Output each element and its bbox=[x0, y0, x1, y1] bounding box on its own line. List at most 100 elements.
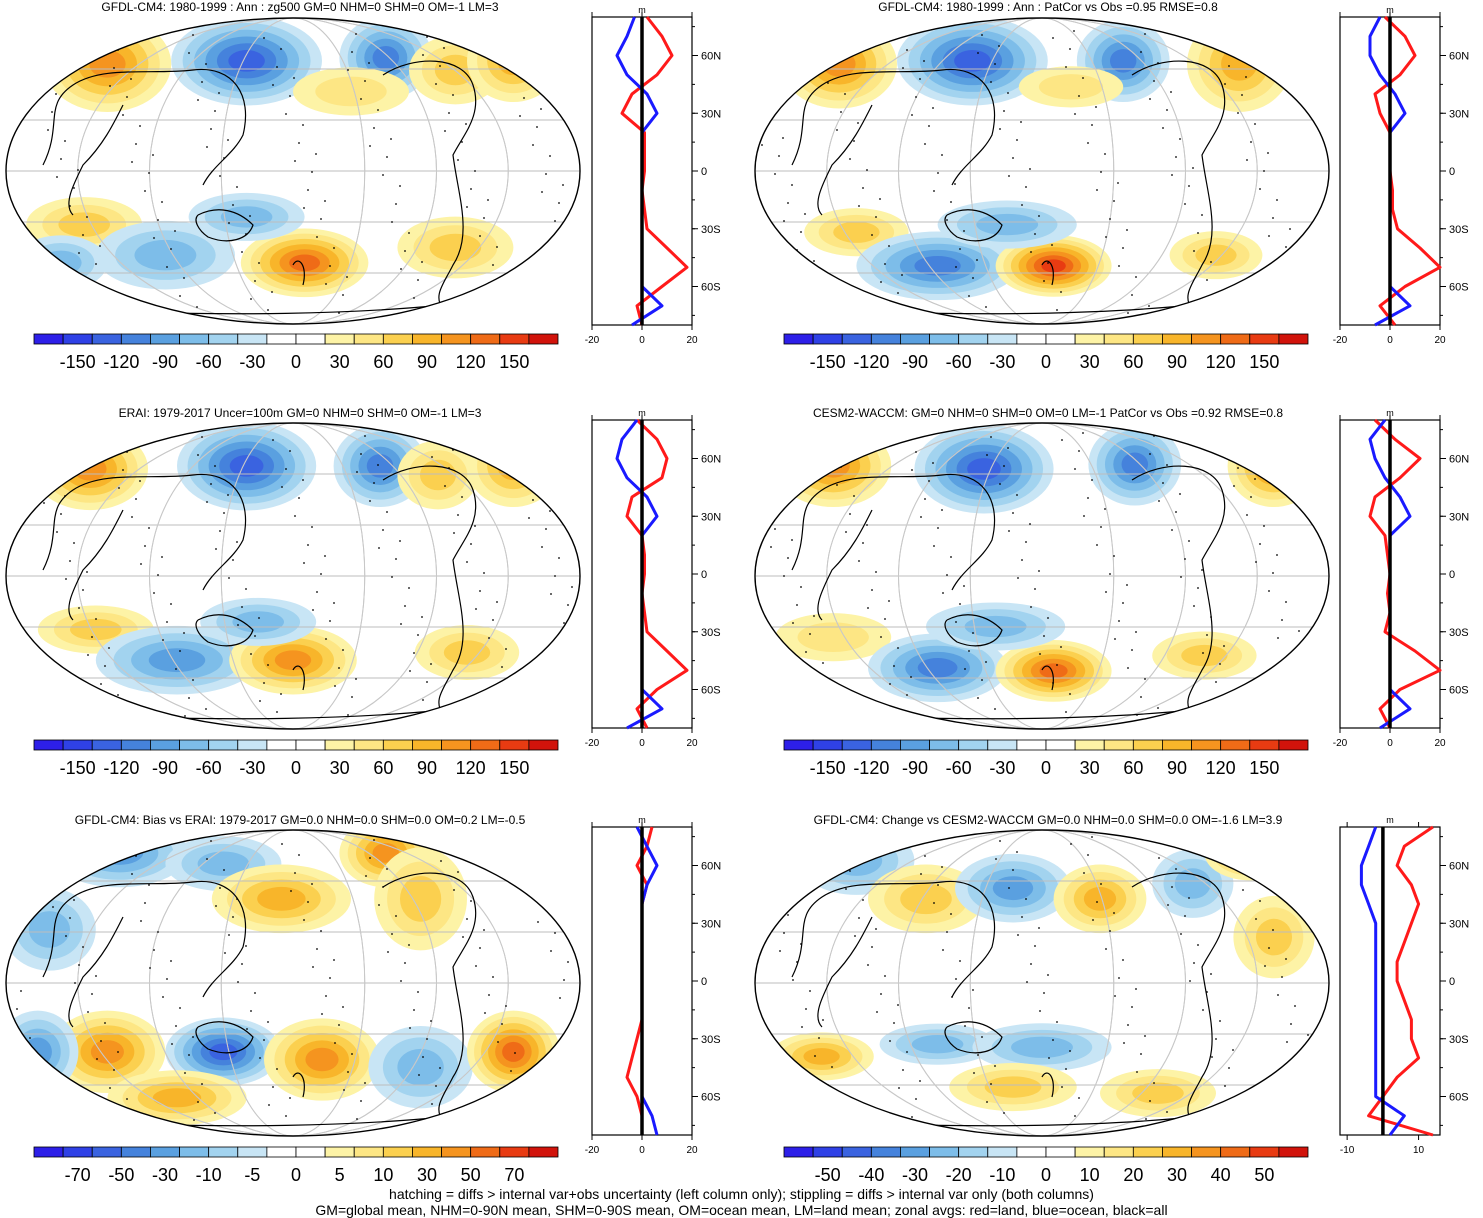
stipple-dot bbox=[1272, 929, 1274, 931]
stipple-dot bbox=[373, 127, 375, 129]
zonal-lat-tick-label: 30S bbox=[1449, 1034, 1469, 1046]
stipple-dot bbox=[404, 250, 406, 252]
stipple-dot bbox=[259, 1057, 261, 1059]
stipple-dot bbox=[334, 685, 336, 687]
colorbar-swatch bbox=[33, 333, 64, 345]
colorbar-swatch bbox=[324, 333, 355, 345]
stipple-dot bbox=[1277, 637, 1279, 639]
stipple-dot bbox=[435, 438, 437, 440]
stipple-dot bbox=[1070, 843, 1072, 845]
colorbar-swatch bbox=[841, 333, 872, 345]
stipple-dot bbox=[796, 961, 798, 963]
stipple-dot bbox=[813, 615, 815, 617]
stipple-dot bbox=[1048, 1057, 1050, 1059]
field-contour bbox=[1109, 49, 1137, 73]
stipple-dot bbox=[474, 525, 476, 527]
stipple-dot bbox=[1259, 900, 1261, 902]
stipple-dot bbox=[946, 931, 948, 933]
stipple-dot bbox=[1136, 1071, 1138, 1073]
stipple-dot bbox=[1118, 265, 1120, 267]
stipple-dot bbox=[1162, 839, 1164, 841]
stipple-dot bbox=[536, 838, 538, 840]
colorbar-swatch bbox=[62, 739, 93, 751]
stipple-dot bbox=[1007, 92, 1009, 94]
stipple-dot bbox=[409, 670, 411, 672]
stipple-dot bbox=[1263, 525, 1265, 527]
stipple-dot bbox=[38, 437, 40, 439]
stipple-dot bbox=[271, 291, 273, 293]
stipple-dot bbox=[1307, 677, 1309, 679]
stipple-dot bbox=[223, 869, 225, 871]
field-contour bbox=[1237, 845, 1265, 861]
stipple-dot bbox=[38, 82, 40, 84]
stipple-dot bbox=[1025, 898, 1027, 900]
stipple-dot bbox=[183, 277, 185, 279]
stipple-dot bbox=[506, 441, 508, 443]
field-contour bbox=[1181, 644, 1228, 667]
stipple-dot bbox=[871, 589, 873, 591]
stipple-dot bbox=[801, 1026, 803, 1028]
zonal-x-tick-label: 0 bbox=[639, 738, 645, 749]
coastline bbox=[944, 614, 1003, 647]
stipple-dot bbox=[179, 650, 181, 652]
colorbar-tick-label: 0 bbox=[1041, 758, 1051, 778]
stipple-dot bbox=[487, 199, 489, 201]
stipple-dot bbox=[897, 647, 899, 649]
stipple-dot bbox=[1074, 468, 1076, 470]
stipple-dot bbox=[386, 511, 388, 513]
panel-title: CESM2-WACCM: GM=0 NHM=0 SHM=0 OM=0 LM=-1… bbox=[812, 406, 1284, 420]
stipple-dot bbox=[329, 977, 331, 979]
field-contour bbox=[833, 221, 880, 243]
colorbar-tick-label: -30 bbox=[239, 352, 265, 372]
stipple-dot bbox=[809, 990, 811, 992]
coastline bbox=[1131, 872, 1226, 1123]
stipple-dot bbox=[1276, 199, 1278, 201]
field-contour bbox=[976, 213, 1039, 236]
stipple-dot bbox=[20, 278, 22, 280]
coastline bbox=[1131, 465, 1226, 716]
stipple-dot bbox=[461, 496, 463, 498]
zonal-lat-tick-label: 30S bbox=[701, 627, 721, 639]
colorbar: -150 -120 -90 -60 -30 0 30 60 90 120 150 bbox=[783, 739, 1309, 778]
stipple-dot bbox=[774, 528, 776, 530]
stipple-dot bbox=[395, 915, 397, 917]
colorbar-swatch bbox=[958, 1146, 989, 1158]
stipple-dot bbox=[541, 903, 543, 905]
stipple-dot bbox=[981, 679, 983, 681]
stipple-dot bbox=[1145, 1118, 1147, 1120]
stipple-dot bbox=[1056, 1021, 1058, 1023]
stipple-dot bbox=[1171, 529, 1173, 531]
colorbar-tick-label: 90 bbox=[1167, 352, 1187, 372]
stipple-dot bbox=[554, 575, 556, 577]
stipple-dot bbox=[770, 903, 772, 905]
stipple-dot bbox=[862, 187, 864, 189]
colorbar-swatch bbox=[499, 333, 530, 345]
field-contour bbox=[830, 845, 883, 876]
stipple-dot bbox=[1109, 573, 1111, 575]
stipple-dot bbox=[369, 500, 371, 502]
stipple-dot bbox=[1281, 976, 1283, 978]
stipple-dot bbox=[831, 709, 833, 711]
colorbar-swatch bbox=[1132, 333, 1163, 345]
stipple-dot bbox=[1175, 511, 1177, 513]
stipple-dot bbox=[977, 1054, 979, 1056]
stipple-dot bbox=[47, 841, 49, 843]
stipple-dot bbox=[1020, 121, 1022, 123]
field-contour bbox=[1204, 830, 1298, 881]
field-contour bbox=[257, 886, 306, 911]
stipple-dot bbox=[941, 866, 943, 868]
stipple-dot bbox=[1069, 693, 1071, 695]
field-contour bbox=[497, 451, 530, 481]
field-contour bbox=[73, 457, 107, 481]
stipple-dot bbox=[818, 1037, 820, 1039]
footer-caption: hatching = diffs > internal var+obs unce… bbox=[0, 1186, 1483, 1218]
colorbar-swatch bbox=[528, 1146, 559, 1158]
stipple-dot bbox=[880, 636, 882, 638]
stipple-dot bbox=[919, 78, 921, 80]
stipple-dot bbox=[1029, 168, 1031, 170]
stipple-dot bbox=[457, 159, 459, 161]
stipple-dot bbox=[267, 309, 269, 311]
zonal-x-tick-label: 20 bbox=[686, 738, 698, 749]
stipple-dot bbox=[1153, 1082, 1155, 1084]
stipple-dot bbox=[408, 232, 410, 234]
